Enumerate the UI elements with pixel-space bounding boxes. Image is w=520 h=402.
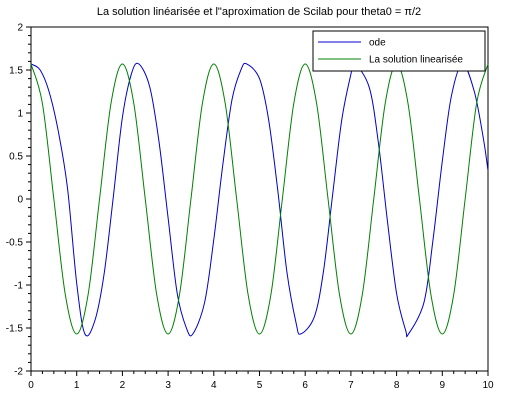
y-tick-label: -1.5 <box>6 324 24 335</box>
x-tick-label: 6 <box>302 380 308 391</box>
y-tick-label: 1.5 <box>9 66 23 77</box>
chart-title: La solution linéarisée et l"aproximation… <box>97 6 421 18</box>
x-tick-label: 2 <box>120 380 126 391</box>
series-line-1 <box>30 63 489 335</box>
x-tick-label: 10 <box>482 380 494 391</box>
series-line-0 <box>30 62 489 338</box>
y-tick-label: 0.5 <box>9 152 23 163</box>
x-tick-label: 0 <box>28 380 34 391</box>
x-tick-label: 3 <box>165 380 171 391</box>
legend: ode La solution linearisée <box>312 30 486 72</box>
y-tick-label: 2 <box>17 23 23 34</box>
series-lines <box>30 62 489 338</box>
x-tick-label: 5 <box>257 380 263 391</box>
y-tick-label: 0 <box>17 195 23 206</box>
legend-label: La solution linearisée <box>369 55 463 66</box>
y-tick-label: -1 <box>14 281 23 292</box>
x-tick-label: 1 <box>74 380 80 391</box>
axes: 0 1 2 3 4 5 6 7 8 9 10 2 1.5 1 0.5 0 -0.5 -1 -1.5 -2 <box>6 23 494 392</box>
legend-box <box>312 30 486 72</box>
y-tick-label: -0.5 <box>6 238 24 249</box>
y-tick-label: -2 <box>14 367 23 378</box>
x-tick-label: 8 <box>394 380 400 391</box>
x-tick-label: 4 <box>211 380 217 391</box>
legend-label: ode <box>369 38 386 49</box>
x-tick-label: 7 <box>348 380 354 391</box>
y-tick-label: 1 <box>17 109 23 120</box>
x-tick-label: 9 <box>440 380 446 391</box>
